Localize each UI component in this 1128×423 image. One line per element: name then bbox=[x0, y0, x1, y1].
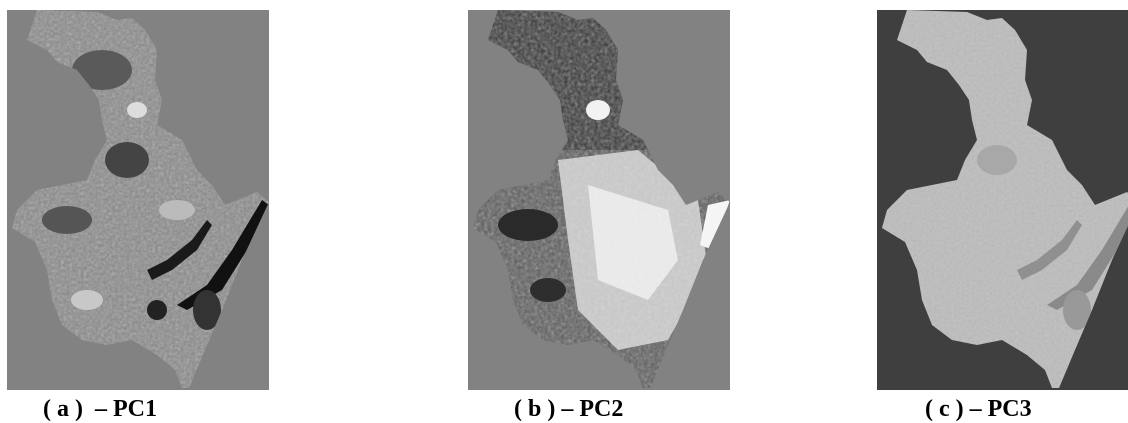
pc1-image-panel bbox=[7, 10, 269, 390]
pc1-caption: ( a ) – PC1 bbox=[43, 396, 157, 422]
pc3-map-image bbox=[882, 10, 1128, 388]
pc3-caption: ( c ) – PC3 bbox=[925, 396, 1032, 422]
pc1-map-image bbox=[12, 10, 269, 388]
pc2-caption: ( b ) – PC2 bbox=[514, 396, 624, 422]
pc2-map-image bbox=[473, 10, 730, 388]
pc3-image-panel bbox=[877, 10, 1128, 390]
pc2-image-panel bbox=[468, 10, 730, 390]
